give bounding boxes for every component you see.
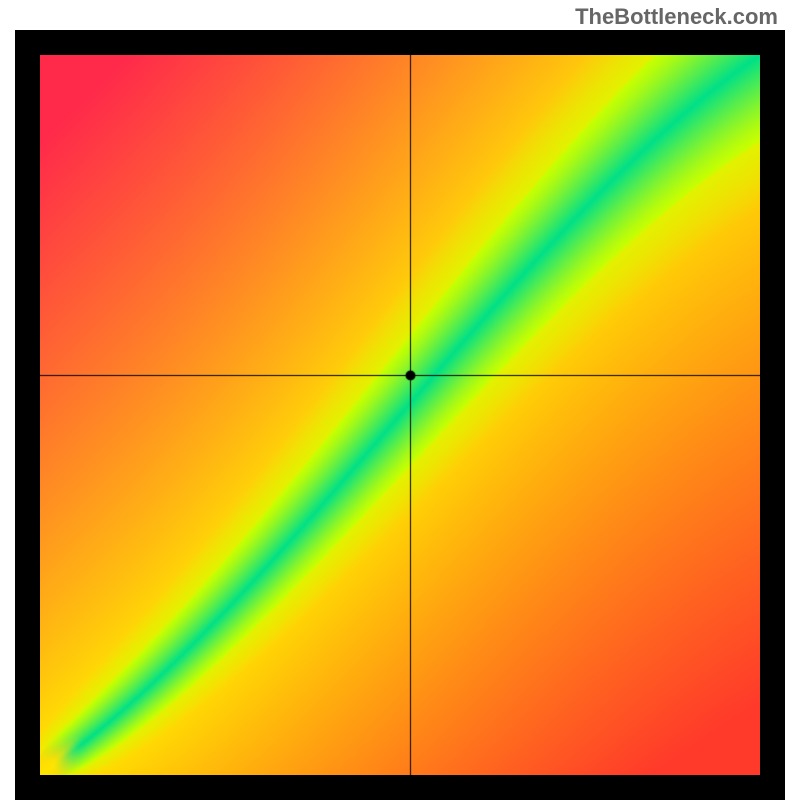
watermark-text: TheBottleneck.com <box>575 4 778 30</box>
chart-container: TheBottleneck.com <box>0 0 800 800</box>
bottleneck-heatmap <box>40 55 760 775</box>
